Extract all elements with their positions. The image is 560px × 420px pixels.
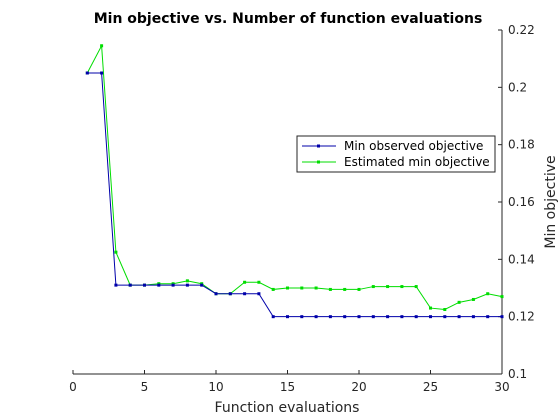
y-tick-label: 0.2: [508, 80, 527, 94]
data-point-min-observed-objective: [357, 315, 361, 319]
data-point-min-observed-objective: [214, 292, 218, 296]
legend-marker-min-observed: [317, 144, 320, 148]
data-point-min-observed-objective: [500, 315, 504, 319]
series-estimated-min-objective: [85, 43, 504, 311]
y-tick-label: 0.16: [508, 195, 535, 209]
data-point-min-observed-objective: [486, 315, 490, 319]
data-point-min-observed-objective: [100, 71, 104, 75]
data-point-estimated-min-objective: [257, 280, 261, 284]
data-point-estimated-min-objective: [414, 285, 418, 289]
data-point-min-observed-objective: [114, 283, 118, 287]
data-point-min-observed-objective: [143, 283, 146, 287]
data-point-estimated-min-objective: [357, 287, 361, 291]
data-point-min-observed-objective: [257, 292, 261, 296]
series-line-estimated-min-objective: [86, 43, 503, 311]
series-min-observed-objective: [85, 71, 504, 319]
chart-title: Min objective vs. Number of function eva…: [94, 11, 483, 27]
data-point-estimated-min-objective: [243, 280, 247, 284]
legend-label-estimated-min: Estimated min objective: [344, 155, 490, 169]
plot-area: 0 5 10 15 20 25 30 0.1 0.12 0.14 0.16 0.18 0.2 0.22: [69, 23, 535, 394]
data-point-estimated-min-objective: [400, 285, 404, 289]
series-line-min-observed-objective: [87, 72, 502, 318]
data-point-estimated-min-objective: [114, 250, 118, 254]
data-point-min-observed-objective: [157, 283, 161, 287]
data-point-estimated-min-objective: [343, 287, 347, 291]
data-point-min-observed-objective: [243, 292, 247, 296]
data-point-estimated-min-objective: [443, 308, 447, 311]
data-point-min-observed-objective: [443, 315, 447, 319]
data-point-min-observed-objective: [457, 315, 461, 319]
data-point-min-observed-objective: [414, 315, 418, 319]
y-axis-label: Min objective: [543, 155, 559, 248]
data-point-min-observed-objective: [328, 315, 332, 319]
y-tick-label: 0.12: [508, 310, 535, 324]
legend-box: [296, 135, 496, 173]
data-point-min-observed-objective: [429, 315, 432, 319]
data-point-min-observed-objective: [314, 315, 318, 319]
data-point-min-observed-objective: [185, 283, 189, 287]
x-tick-label: 0: [69, 380, 77, 394]
y-tick-label: 0.18: [508, 138, 535, 152]
data-point-min-observed-objective: [286, 315, 289, 319]
data-point-estimated-min-objective: [271, 287, 275, 291]
data-point-estimated-min-objective: [100, 44, 104, 48]
y-tick-label: 0.14: [508, 252, 535, 266]
data-point-estimated-min-objective: [486, 292, 490, 296]
legend: Min observed objective Estimated min obj…: [296, 135, 496, 173]
data-point-estimated-min-objective: [286, 286, 289, 290]
data-point-min-observed-objective: [400, 315, 404, 319]
data-point-min-observed-objective: [271, 315, 275, 319]
data-point-min-observed-objective: [128, 283, 132, 287]
y-ticks: 0.1 0.12 0.14 0.16 0.18 0.2 0.22: [498, 23, 535, 381]
data-point-estimated-min-objective: [300, 286, 304, 290]
data-point-estimated-min-objective: [429, 306, 432, 310]
x-tick-label: 25: [423, 380, 438, 394]
x-axis-label: Function evaluations: [215, 400, 360, 416]
x-tick-label: 15: [280, 380, 295, 394]
series-layer: [85, 43, 504, 319]
x-ticks: 0 5 10 15 20 25 30: [69, 370, 510, 394]
x-tick-label: 10: [208, 380, 223, 394]
data-point-estimated-min-objective: [471, 297, 475, 301]
x-tick-label: 5: [141, 380, 149, 394]
data-point-min-observed-objective: [200, 283, 204, 287]
data-point-min-observed-objective: [171, 283, 175, 287]
data-point-min-observed-objective: [85, 71, 89, 75]
data-point-min-observed-objective: [371, 315, 375, 319]
y-tick-label: 0.1: [508, 367, 527, 381]
data-point-min-observed-objective: [343, 315, 347, 319]
data-point-estimated-min-objective: [457, 300, 461, 304]
data-point-min-observed-objective: [386, 315, 390, 319]
x-tick-label: 20: [351, 380, 366, 394]
data-point-min-observed-objective: [228, 292, 232, 296]
legend-marker-estimated-min: [317, 160, 320, 164]
data-point-estimated-min-objective: [500, 295, 504, 299]
y-tick-label: 0.22: [508, 23, 535, 37]
data-point-min-observed-objective: [300, 315, 304, 319]
data-point-estimated-min-objective: [185, 279, 189, 283]
data-point-estimated-min-objective: [386, 285, 390, 289]
data-point-estimated-min-objective: [371, 285, 375, 289]
x-tick-label: 30: [494, 380, 509, 394]
data-point-estimated-min-objective: [314, 286, 318, 290]
data-point-estimated-min-objective: [328, 287, 332, 291]
data-point-min-observed-objective: [471, 315, 475, 319]
legend-label-min-observed: Min observed objective: [344, 139, 483, 153]
